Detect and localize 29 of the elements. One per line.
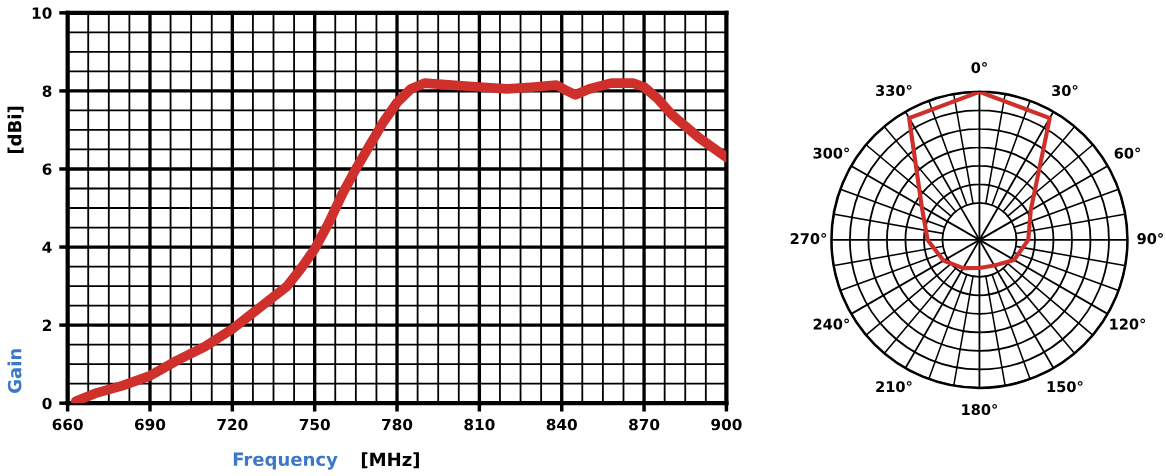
x-tick-label: 810 [464, 418, 495, 431]
spoke-label: 30° [1052, 84, 1078, 97]
spoke-label: 150° [1047, 381, 1083, 393]
spoke-label: 270° [790, 233, 827, 245]
spoke-label: 60° [1114, 147, 1140, 159]
text: Gain [dBi] [7, 106, 24, 393]
x-tick-label: 660 [52, 418, 83, 431]
spoke-label: 210° [876, 381, 912, 393]
spoke-label: 240° [813, 318, 849, 330]
y-tick-label: 6 [42, 163, 52, 175]
spoke-label: 330° [876, 84, 912, 97]
spoke-label: 300° [813, 147, 849, 159]
x-tick-label: 750 [299, 418, 330, 431]
spoke-label: 120° [1110, 318, 1146, 330]
x-tick-label: 870 [629, 418, 660, 431]
x-tick-label: 690 [134, 418, 166, 431]
y-tick-label: 10 [32, 7, 52, 19]
spoke-label: 0° [971, 62, 987, 74]
spoke-label: 90° [1137, 233, 1163, 245]
spoke-label: 180° [962, 403, 998, 416]
x-tick-label: 780 [382, 418, 413, 431]
y-tick-label: 8 [42, 85, 52, 97]
y-tick-label: 0 [42, 397, 52, 410]
x-tick-label: 900 [711, 418, 742, 431]
x-tick-label: 720 [217, 418, 248, 431]
text: Frequency [MHz] [233, 452, 419, 470]
y-tick-label: 4 [42, 241, 52, 253]
x-tick-label: 840 [546, 418, 577, 431]
y-tick-label: 2 [42, 319, 52, 331]
